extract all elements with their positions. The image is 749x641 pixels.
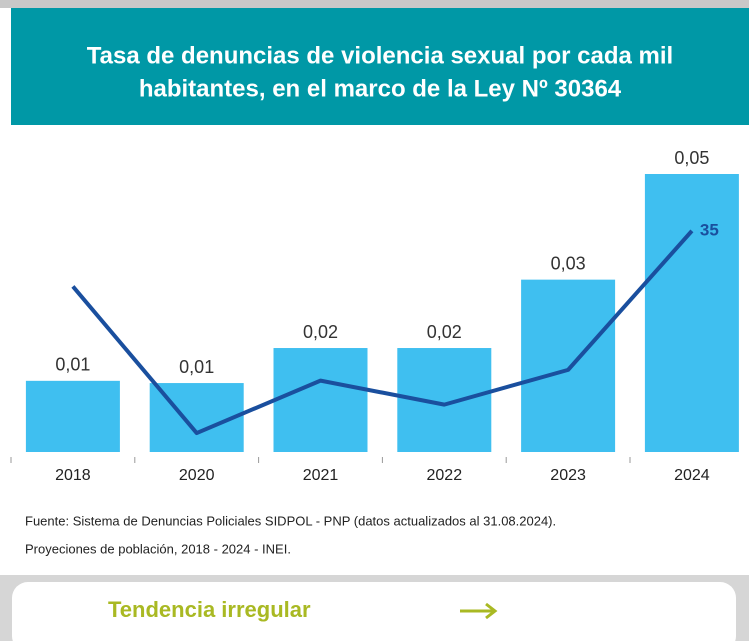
x-tick-label: 2018 — [55, 467, 91, 484]
chart-title: habitantes, en el marco de la Ley Nº 303… — [139, 75, 622, 102]
data-label: 0,02 — [427, 322, 462, 342]
bar — [521, 279, 616, 452]
source: Proyeciones de población, 2018 - 2024 - … — [25, 541, 291, 556]
bar — [273, 348, 368, 452]
plot: 2018 2020 2021 2022 2023 2024 0,01 0,01 0,02 0,02… — [10, 148, 739, 484]
bar — [644, 174, 739, 452]
line — [71, 229, 694, 436]
header — [11, 8, 749, 125]
data-label: 0,01 — [55, 355, 90, 375]
x-tick-label: 2024 — [674, 467, 710, 484]
data-label: 0,01 — [179, 357, 214, 377]
data-label: 0,05 — [674, 148, 709, 168]
data-label: 0,02 — [303, 322, 338, 342]
x-tick-label: 2020 — [179, 467, 215, 484]
bar — [25, 380, 120, 452]
top-strip — [0, 0, 749, 8]
arrow-icon — [460, 602, 498, 620]
chart-title: Tasa de denuncias de violencia sexual po… — [87, 42, 673, 69]
button-label[interactable]: Tendencia irregular — [108, 597, 311, 622]
x-tick-label: 2022 — [427, 467, 463, 484]
button[interactable] — [12, 582, 736, 641]
source: Fuente: Sistema de Denuncias Policiales … — [25, 513, 556, 528]
x-tick-label: 2021 — [303, 467, 339, 484]
data-label: 35 — [700, 220, 719, 239]
data-label: 0,03 — [551, 253, 586, 273]
x-tick-label: 2023 — [550, 467, 586, 484]
